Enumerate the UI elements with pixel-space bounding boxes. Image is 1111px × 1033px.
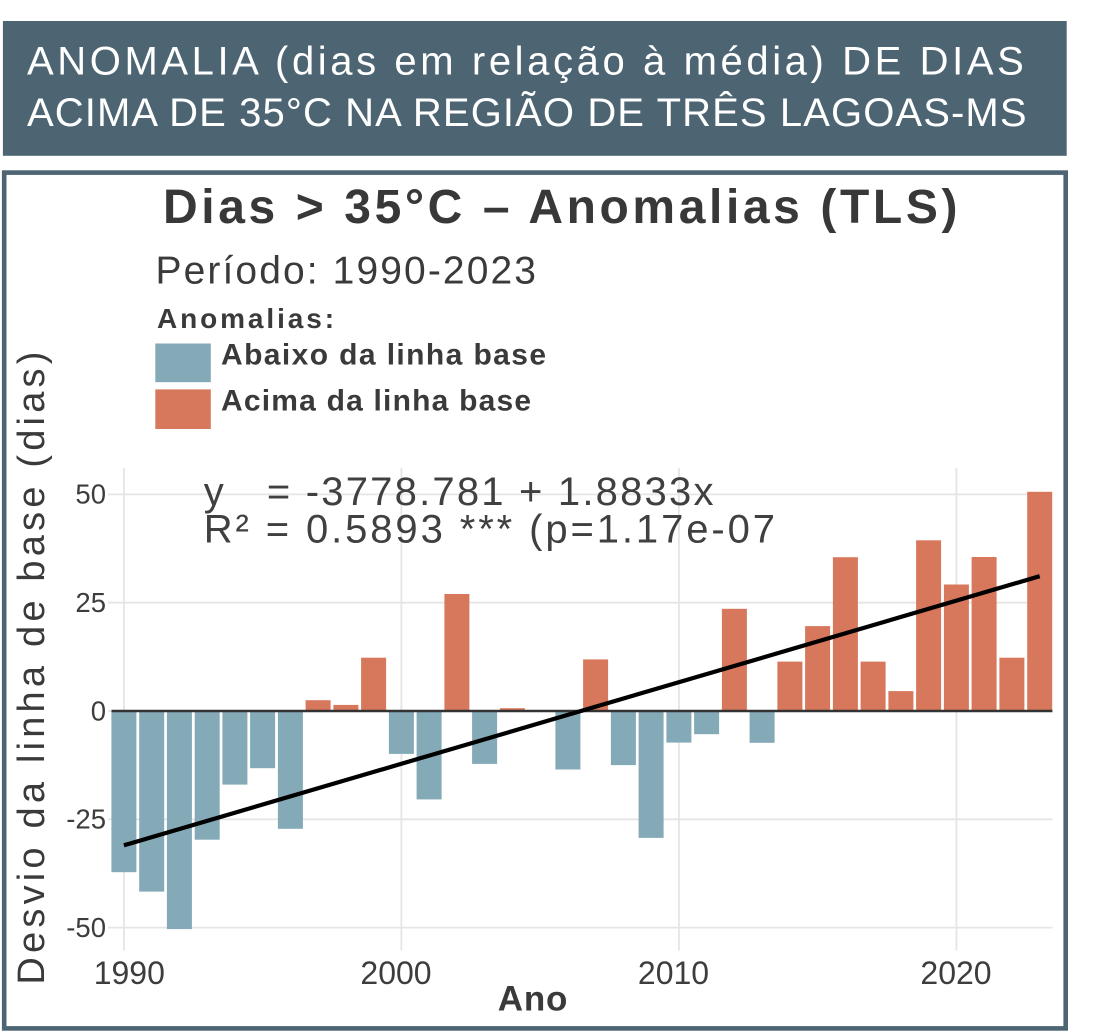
svg-text:50: 50 — [75, 479, 106, 510]
svg-text:y: y — [204, 470, 224, 514]
svg-text:2020: 2020 — [920, 955, 991, 991]
svg-text:2000: 2000 — [360, 955, 431, 991]
svg-text:1990: 1990 — [94, 955, 165, 991]
svg-text:2010: 2010 — [638, 955, 709, 991]
svg-text:25: 25 — [75, 587, 106, 618]
svg-text:R² = 0.5893 *** (p=1.17e-07: R² = 0.5893 *** (p=1.17e-07 — [204, 508, 778, 552]
svg-text:Acima da linha base: Acima da linha base — [221, 385, 532, 418]
svg-text:0: 0 — [91, 695, 106, 726]
svg-text:Desvio da linha de base (dias): Desvio da linha de base (dias) — [11, 347, 53, 984]
svg-text:Dias > 35°C – Anomalias (TLS): Dias > 35°C – Anomalias (TLS) — [163, 181, 961, 234]
svg-text:Ano: Ano — [498, 979, 568, 1018]
svg-text:-50: -50 — [66, 912, 106, 943]
svg-text:Período: 1990-2023: Período: 1990-2023 — [156, 250, 539, 293]
svg-text:ANOMALIA (dias em relação à mé: ANOMALIA (dias em relação à média) DE DI… — [27, 40, 1027, 84]
svg-text:= -3778.781 + 1.8833x: = -3778.781 + 1.8833x — [267, 470, 716, 514]
svg-text:-25: -25 — [66, 804, 106, 835]
svg-text:ACIMA DE 35°C NA REGIÃO DE TRÊ: ACIMA DE 35°C NA REGIÃO DE TRÊS LAGOAS-M… — [27, 90, 1028, 135]
svg-text:Abaixo da linha base: Abaixo da linha base — [221, 339, 547, 372]
svg-text:Anomalias:: Anomalias: — [157, 303, 337, 334]
